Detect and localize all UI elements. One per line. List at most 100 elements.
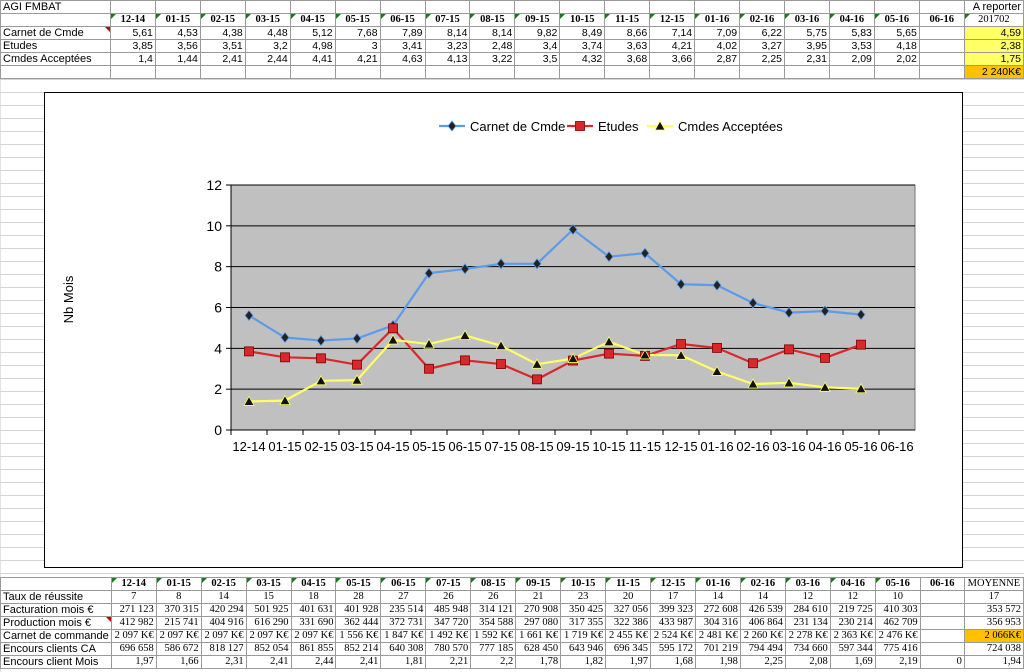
month-header[interactable]: 06-15 (380, 577, 427, 591)
data-cell[interactable]: 4,41 (289, 52, 336, 66)
data-cell[interactable]: 331 690 (290, 616, 337, 630)
average-cell[interactable]: 1,94 (963, 655, 1024, 669)
data-cell[interactable]: 5,75 (784, 26, 830, 40)
data-cell[interactable]: 5,12 (289, 26, 336, 40)
month-header[interactable]: 05-16 (873, 13, 920, 27)
data-cell[interactable]: 406 864 (739, 616, 786, 630)
data-cell[interactable]: 6,22 (739, 26, 785, 40)
data-cell[interactable]: 284 610 (784, 603, 831, 617)
data-point[interactable] (784, 306, 794, 319)
data-point[interactable] (712, 279, 722, 291)
legend-marker[interactable] (575, 121, 585, 131)
data-cell[interactable]: 3,63 (604, 39, 651, 53)
data-cell[interactable]: 1 556 K€ (335, 629, 382, 643)
month-header[interactable]: 12-14 (109, 13, 156, 27)
data-cell[interactable]: 1 661 K€ (515, 629, 562, 643)
data-point[interactable] (819, 381, 831, 392)
data-cell[interactable] (919, 629, 965, 643)
data-point[interactable] (712, 343, 722, 353)
data-point[interactable] (603, 335, 615, 347)
legend-marker[interactable] (447, 120, 457, 132)
data-point[interactable] (460, 355, 470, 366)
data-cell[interactable]: 485 948 (425, 603, 472, 617)
data-cell[interactable]: 8,49 (559, 26, 606, 40)
data-cell[interactable]: 5,83 (828, 26, 875, 40)
data-cell[interactable]: 412 982 (110, 616, 157, 630)
data-point[interactable] (352, 332, 362, 345)
data-cell[interactable]: 327 056 (605, 603, 652, 617)
data-cell[interactable]: 297 080 (515, 616, 562, 630)
data-point[interactable] (567, 352, 579, 363)
month-header[interactable]: 03-16 (784, 13, 830, 27)
data-cell[interactable]: 2,25 (739, 52, 785, 66)
average-cell[interactable]: 17 (963, 590, 1024, 604)
data-cell[interactable]: 2 097 K€ (110, 629, 157, 643)
data-cell[interactable]: 3,22 (469, 52, 516, 66)
chart-area[interactable]: 0 2 4 6 8 10 12 12-14 01-15 02-15 03-15 04-15 05-15… (44, 92, 963, 568)
data-cell[interactable]: 4,13 (424, 52, 471, 66)
data-point[interactable] (424, 363, 434, 374)
data-cell[interactable]: 628 450 (515, 642, 562, 656)
data-cell[interactable]: 2 363 K€ (829, 629, 876, 643)
data-point[interactable] (639, 349, 651, 360)
data-cell[interactable]: 27 (380, 590, 427, 604)
data-cell[interactable]: 640 308 (380, 642, 427, 656)
data-point[interactable] (496, 359, 506, 369)
data-cell[interactable]: 426 539 (739, 603, 786, 617)
data-point[interactable] (604, 251, 614, 263)
data-cell[interactable]: 26 (425, 590, 472, 604)
data-cell[interactable]: 3,5 (514, 52, 561, 66)
data-cell[interactable]: 4,48 (244, 26, 291, 40)
month-header[interactable]: 02-15 (200, 577, 247, 591)
data-cell[interactable]: 12 (829, 590, 876, 604)
data-cell[interactable]: 2,41 (245, 655, 292, 669)
data-cell[interactable]: 1,68 (650, 655, 696, 669)
data-cell[interactable]: 1,66 (155, 655, 202, 669)
data-cell[interactable]: 1,4 (109, 52, 156, 66)
data-cell[interactable]: 4,53 (154, 26, 201, 40)
data-cell[interactable]: 8,66 (604, 26, 651, 40)
data-cell[interactable]: 4,32 (559, 52, 606, 66)
data-cell[interactable]: 2 278 K€ (784, 629, 831, 643)
data-cell[interactable]: 21 (515, 590, 562, 604)
data-point[interactable] (676, 278, 686, 290)
data-cell[interactable]: 2 260 K€ (739, 629, 786, 643)
month-header[interactable]: 04-15 (290, 577, 337, 591)
month-header[interactable]: 01-16 (694, 577, 741, 591)
data-point[interactable] (315, 374, 327, 386)
report-cell[interactable]: 1,75 (963, 52, 1024, 66)
data-point[interactable] (244, 309, 254, 322)
data-point[interactable] (280, 331, 290, 344)
data-cell[interactable]: 696 658 (110, 642, 157, 656)
month-header[interactable]: 03-16 (784, 577, 831, 591)
month-header[interactable]: 02-16 (739, 13, 785, 27)
data-point[interactable] (352, 359, 362, 370)
data-cell[interactable]: 215 741 (155, 616, 202, 630)
data-cell[interactable] (918, 39, 965, 53)
data-cell[interactable]: 1,82 (560, 655, 607, 669)
month-header[interactable]: 07-15 (424, 13, 471, 27)
data-cell[interactable]: 14 (694, 590, 741, 604)
data-cell[interactable]: 3,53 (828, 39, 875, 53)
month-header[interactable]: 11-15 (605, 577, 652, 591)
data-cell[interactable]: 2,08 (784, 655, 831, 669)
average-cell[interactable]: 353 572 (963, 603, 1024, 617)
data-cell[interactable]: 230 214 (829, 616, 876, 630)
data-cell[interactable]: 2,44 (290, 655, 337, 669)
data-cell[interactable]: 1,78 (515, 655, 562, 669)
data-cell[interactable]: 20 (605, 590, 652, 604)
data-point[interactable] (531, 358, 543, 369)
data-cell[interactable]: 696 345 (605, 642, 652, 656)
data-point[interactable] (855, 382, 867, 394)
month-header[interactable]: 01-15 (155, 577, 202, 591)
data-cell[interactable]: 2,41 (335, 655, 382, 669)
data-cell[interactable]: 235 514 (380, 603, 427, 617)
data-cell[interactable]: 7,89 (379, 26, 426, 40)
month-header[interactable]: 09-15 (515, 577, 562, 591)
data-cell[interactable]: 399 323 (650, 603, 696, 617)
data-cell[interactable]: 3,4 (514, 39, 561, 53)
data-cell[interactable]: 15 (245, 590, 292, 604)
data-cell[interactable] (918, 52, 965, 66)
data-cell[interactable]: 372 731 (380, 616, 427, 630)
month-header[interactable]: 12-15 (649, 13, 696, 27)
